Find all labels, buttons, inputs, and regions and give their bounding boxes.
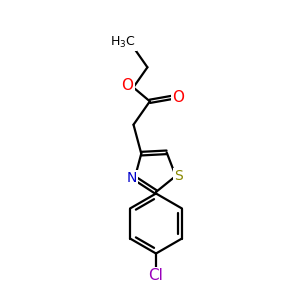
Text: Cl: Cl [148,268,164,283]
Text: O: O [121,78,133,93]
Text: O: O [172,90,184,105]
Text: H$_3$C: H$_3$C [110,35,136,50]
Text: N: N [127,171,137,185]
Text: S: S [174,169,183,183]
